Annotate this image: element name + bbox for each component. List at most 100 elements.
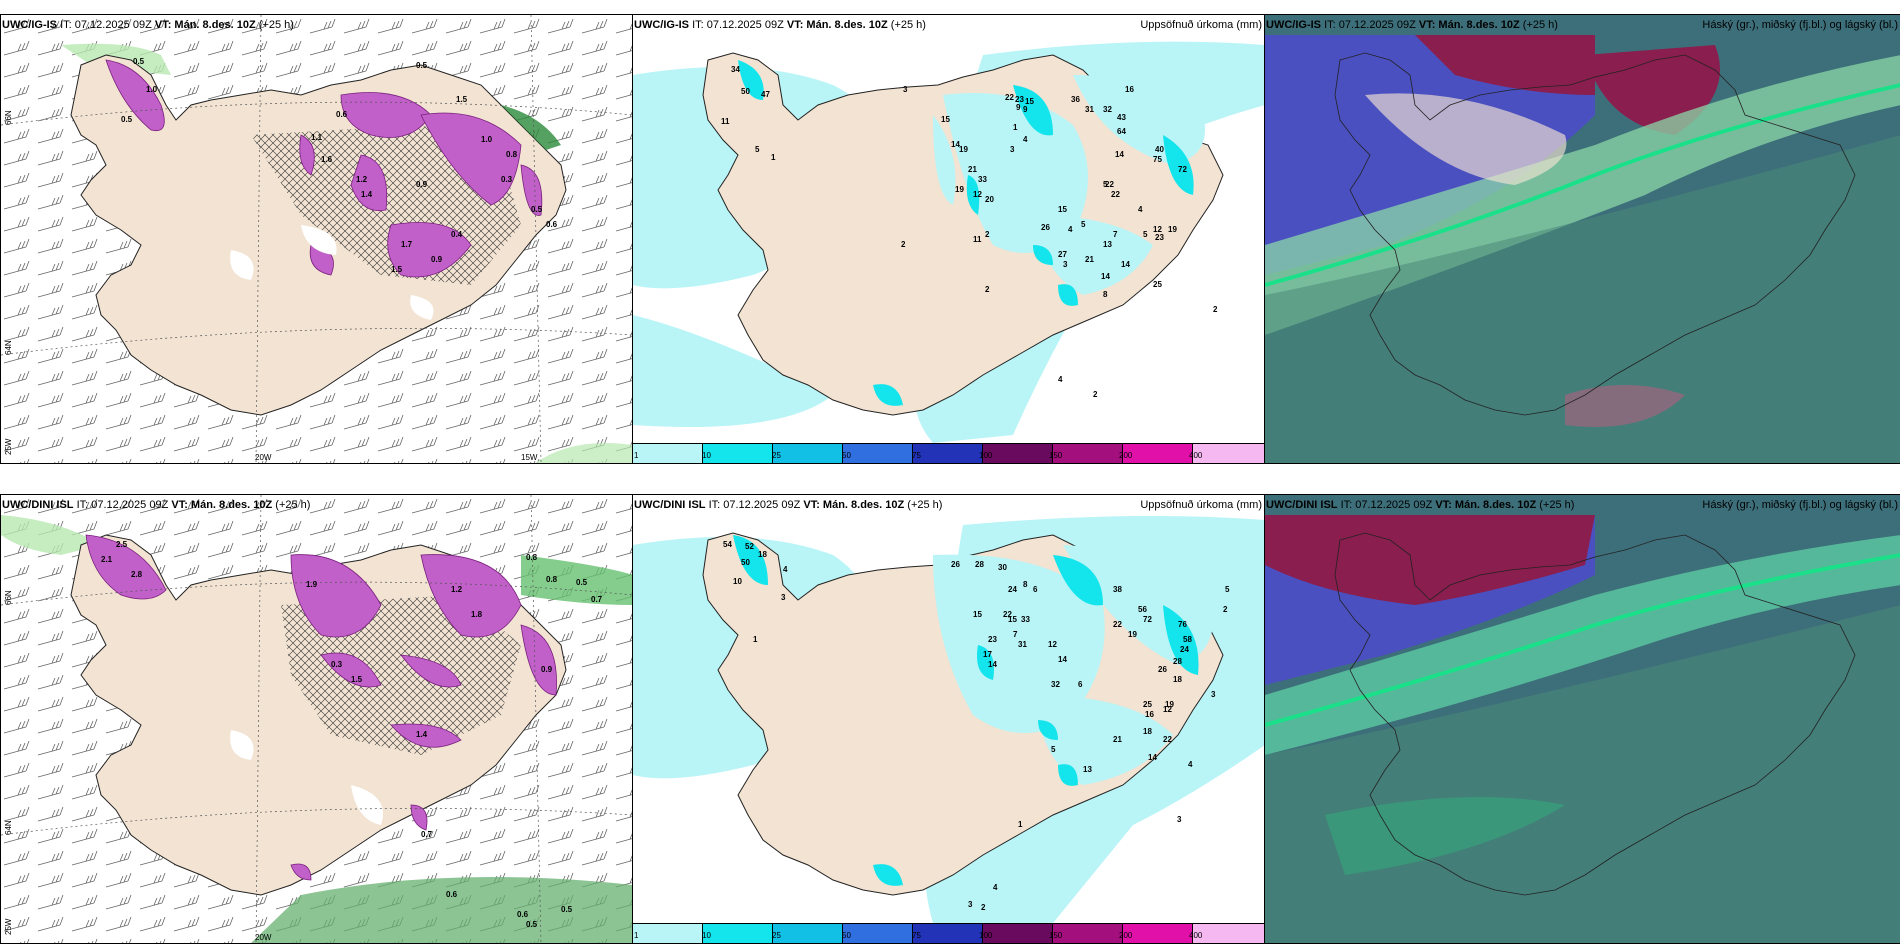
precip-value: 33 bbox=[1021, 615, 1030, 624]
snow-value: 0.8 bbox=[546, 575, 558, 584]
snow-value: 1.1 bbox=[311, 133, 323, 142]
snow-value: 1.9 bbox=[306, 580, 318, 589]
precip-value: 12 bbox=[1153, 225, 1162, 234]
colorbar-bin bbox=[983, 924, 1053, 943]
precip-value: 15 bbox=[1025, 97, 1034, 106]
precip-value: 22 bbox=[1111, 190, 1120, 199]
iceland-landmass bbox=[702, 52, 1224, 416]
colorbar-bin bbox=[633, 924, 703, 943]
colorbar-bin bbox=[773, 924, 843, 943]
colorbar-bin bbox=[843, 444, 913, 463]
cloud-mid-area bbox=[1265, 35, 1595, 275]
precip-value: 36 bbox=[1071, 95, 1080, 104]
colorbar-tick: 75 bbox=[912, 451, 921, 460]
precip-value: 24 bbox=[1180, 645, 1189, 654]
lat-label: 25W bbox=[4, 438, 13, 455]
precip-value: 4 bbox=[993, 883, 998, 892]
precip-mid bbox=[733, 535, 1199, 886]
precip-light-area bbox=[633, 315, 833, 427]
panel-igis-clouds: UWC/IG-IS IT: 07.12.2025 09Z VT: Mán. 8.… bbox=[1264, 14, 1900, 464]
precip-value: 5 bbox=[1103, 180, 1108, 189]
map-svg bbox=[1265, 495, 1900, 943]
precip-value: 54 bbox=[723, 540, 732, 549]
colorbar-tick: 50 bbox=[842, 451, 851, 460]
precip-value: 50 bbox=[741, 87, 750, 96]
precip-value: 3 bbox=[903, 85, 908, 94]
precip-value: 20 bbox=[985, 195, 994, 204]
precip-value: 13 bbox=[1103, 240, 1112, 249]
snow-value: 1.5 bbox=[456, 95, 468, 104]
precip-value: 18 bbox=[1143, 727, 1152, 736]
colorbar-bin bbox=[1123, 924, 1193, 943]
precip-value: 2 bbox=[901, 240, 906, 249]
precip-value: 23 bbox=[1155, 233, 1164, 242]
precip-value: 1 bbox=[753, 635, 758, 644]
map-svg bbox=[1, 15, 633, 463]
snow-value: 0.7 bbox=[591, 595, 603, 604]
lat-label: 66N bbox=[4, 110, 13, 125]
colorbar-bin bbox=[773, 444, 843, 463]
precip-value: 3 bbox=[1211, 690, 1216, 699]
precip-value: 30 bbox=[998, 563, 1007, 572]
precip-value: 12 bbox=[973, 190, 982, 199]
precip-value: 14 bbox=[1101, 272, 1110, 281]
precip-value: 52 bbox=[745, 542, 754, 551]
snow-value: 0.5 bbox=[121, 115, 133, 124]
snow-value: 1.0 bbox=[481, 135, 493, 144]
precip-value: 14 bbox=[1121, 260, 1130, 269]
white-patches bbox=[230, 730, 383, 825]
snow-value: 0.8 bbox=[526, 553, 538, 562]
precip-value: 1 bbox=[771, 153, 776, 162]
white-patches bbox=[230, 225, 434, 320]
precip-value: 2 bbox=[1213, 305, 1218, 314]
precip-value: 17 bbox=[983, 650, 992, 659]
precip-value: 15 bbox=[941, 115, 950, 124]
colorbar-bin bbox=[1193, 444, 1265, 463]
snow-value: 2.5 bbox=[116, 540, 128, 549]
precip-value: 3 bbox=[1063, 260, 1068, 269]
precip-value: 18 bbox=[1173, 675, 1182, 684]
colorbar-tick: 25 bbox=[772, 931, 781, 940]
colorbar-bin bbox=[703, 924, 773, 943]
precip-value: 4 bbox=[1068, 225, 1073, 234]
lon-label: 15W bbox=[521, 453, 538, 462]
precip-value: 14 bbox=[1115, 150, 1124, 159]
precip-value: 58 bbox=[1183, 635, 1192, 644]
lon-label: 20W bbox=[255, 933, 272, 942]
colorbar-tick: 1 bbox=[634, 451, 639, 460]
precip-value: 26 bbox=[1041, 223, 1050, 232]
precip-value: 14 bbox=[988, 660, 997, 669]
precip-value: 4 bbox=[1138, 205, 1143, 214]
colorbar-tick: 10 bbox=[702, 931, 711, 940]
precip-value: 34 bbox=[731, 65, 740, 74]
panel-header: UWC/DINI ISL IT: 07.12.2025 09Z VT: Mán.… bbox=[2, 499, 311, 511]
graticule bbox=[1, 495, 633, 943]
precip-value: 22 bbox=[1163, 735, 1172, 744]
precip-value: 6 bbox=[1033, 585, 1038, 594]
iceland-outline bbox=[1334, 532, 1856, 896]
precip-value: 72 bbox=[1178, 165, 1187, 174]
cloud-green-patch bbox=[1325, 797, 1565, 875]
precip-value: 5 bbox=[1051, 745, 1056, 754]
precip-value: 2 bbox=[1093, 390, 1098, 399]
colorbar-tick: 150 bbox=[1049, 451, 1063, 460]
cloud-low-green bbox=[1265, 135, 1900, 463]
precip-value: 4 bbox=[1058, 375, 1063, 384]
precip-value: 19 bbox=[1128, 630, 1137, 639]
precip-value: 15 bbox=[1008, 615, 1017, 624]
precip-value: 10 bbox=[733, 577, 742, 586]
snow-value: 1.8 bbox=[471, 610, 483, 619]
precip-value: 16 bbox=[1145, 710, 1154, 719]
precip-value: 22 bbox=[1003, 610, 1012, 619]
precip-value: 23 bbox=[1015, 95, 1024, 104]
precip-value: 4 bbox=[1188, 760, 1193, 769]
colorbar-tick: 25 bbox=[772, 451, 781, 460]
precip-value: 28 bbox=[1173, 657, 1182, 666]
precip-value: 19 bbox=[1168, 225, 1177, 234]
precip-value: 76 bbox=[1178, 620, 1187, 629]
snow-value: 1.2 bbox=[356, 175, 368, 184]
precip-value: 2 bbox=[981, 903, 986, 912]
snow-areas bbox=[105, 59, 543, 278]
cloud-edge-line bbox=[1265, 83, 1900, 287]
precip-value: 19 bbox=[959, 145, 968, 154]
